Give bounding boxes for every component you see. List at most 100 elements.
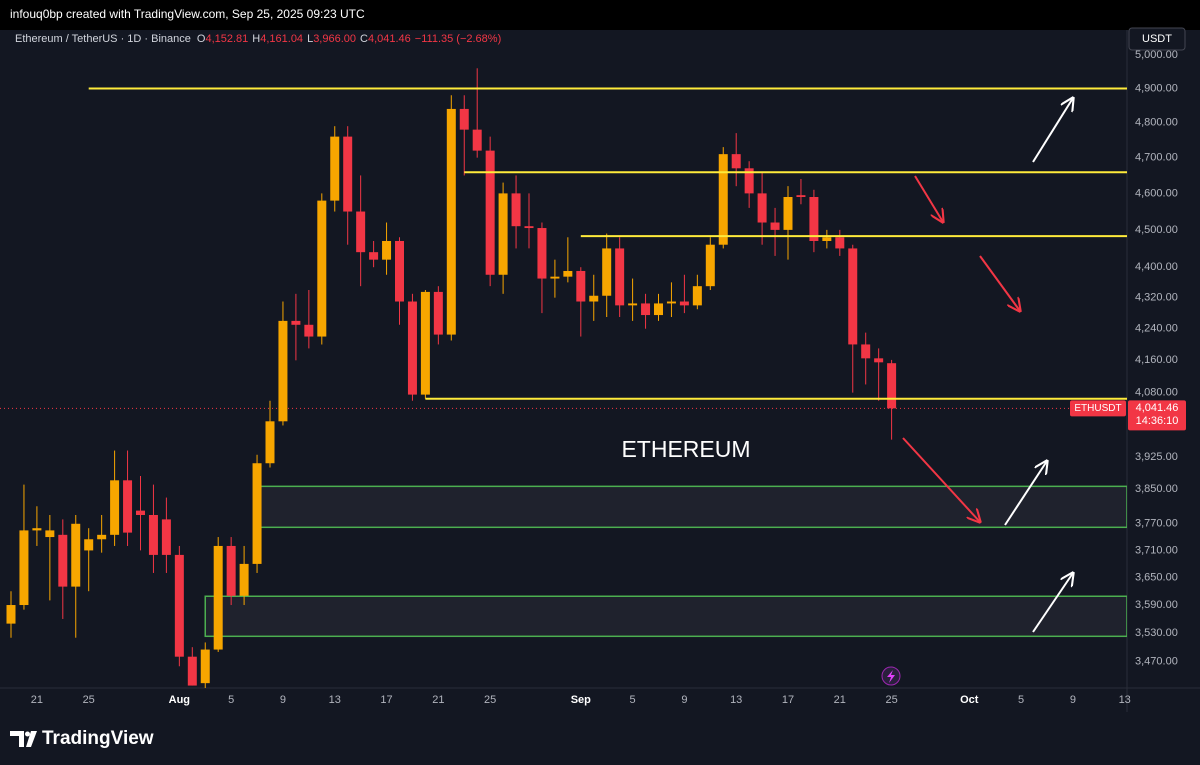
candle-body — [835, 237, 845, 249]
legend-key: L — [307, 33, 313, 45]
y-tick-label: 4,700.00 — [1135, 152, 1178, 164]
candle-body — [576, 270, 586, 302]
candle-body — [200, 649, 210, 684]
candle-body — [330, 136, 340, 201]
arrow — [1004, 461, 1047, 526]
candle-body — [97, 534, 107, 540]
y-tick-label: 4,600.00 — [1135, 187, 1178, 199]
arrow — [1032, 573, 1073, 633]
legend-key: O — [197, 33, 206, 45]
candle-body — [45, 530, 55, 538]
x-tick-label: 5 — [630, 694, 636, 706]
candle-body — [239, 563, 249, 596]
arrow — [914, 175, 943, 222]
x-tick-label: Oct — [960, 694, 979, 706]
candle-body — [628, 303, 638, 306]
y-tick-label: 4,240.00 — [1135, 323, 1178, 335]
x-tick-label: 21 — [834, 694, 846, 706]
candle-body — [19, 530, 29, 606]
logo: TradingView — [10, 728, 154, 749]
currency-button[interactable] — [1128, 27, 1186, 51]
candle-body — [666, 301, 676, 304]
y-tick-label: 3,470.00 — [1135, 655, 1178, 667]
candle-body — [213, 545, 223, 650]
candle-body — [278, 320, 288, 422]
candle-body — [524, 226, 534, 229]
candle-body — [563, 270, 573, 277]
x-tick-label: 17 — [380, 694, 392, 706]
y-tick-label: 4,080.00 — [1135, 386, 1178, 398]
candle-body — [369, 252, 379, 260]
y-tick-label: 4,800.00 — [1135, 117, 1178, 129]
candle-body — [356, 211, 366, 253]
x-tick-label: Sep — [571, 694, 591, 706]
y-tick-label: 4,320.00 — [1135, 292, 1178, 304]
x-tick-label: 9 — [1070, 694, 1076, 706]
x-tick-label: 5 — [228, 694, 234, 706]
price-tag-bg — [1128, 400, 1186, 431]
candle-body — [809, 196, 819, 241]
candle-body — [343, 136, 353, 212]
arrow — [1032, 98, 1073, 163]
x-tick-label: 13 — [329, 694, 341, 706]
arrows — [902, 98, 1073, 633]
x-tick-label: 5 — [1018, 694, 1024, 706]
symbol-legend: Ethereum / TetherUS · 1D · Binance O 4,15… — [15, 33, 501, 45]
y-tick-label: 4,500.00 — [1135, 224, 1178, 236]
candle-body — [123, 480, 133, 533]
candle-body — [252, 463, 262, 564]
candle-body — [796, 195, 806, 197]
legend-key: C — [360, 33, 368, 45]
price-tag-value: 4,041.46 — [1136, 402, 1179, 414]
y-tick-label: 3,650.00 — [1135, 571, 1178, 583]
candle-body — [783, 196, 793, 230]
candle-body — [511, 193, 521, 227]
currency: USDT — [1142, 33, 1172, 45]
annotation: ETHEREUM — [621, 436, 750, 462]
candle-body — [136, 510, 145, 515]
candle-body — [174, 554, 184, 657]
candle-body — [757, 193, 767, 223]
candle-body — [71, 523, 81, 587]
price-tag-name-bg — [1070, 400, 1126, 417]
candle-body — [459, 108, 469, 130]
candle-body — [382, 240, 392, 260]
candle-body — [433, 291, 443, 335]
candle-body — [32, 528, 42, 531]
candle-body — [446, 108, 456, 335]
candle-body — [679, 301, 689, 306]
candle-body — [537, 228, 547, 279]
x-tick-label: 17 — [782, 694, 794, 706]
y-tick-label: 4,900.00 — [1135, 82, 1178, 94]
symbol-title: Ethereum / TetherUS · 1D · Binance — [15, 33, 191, 45]
candle-body — [161, 519, 171, 555]
x-tick-label: 21 — [31, 694, 43, 706]
y-tick-label: 3,590.00 — [1135, 599, 1178, 611]
legend-value: 3,966.00 — [313, 33, 356, 45]
legend-change: −111.35 (−2.68%) — [415, 33, 501, 45]
zone — [204, 595, 1127, 638]
zone — [256, 485, 1127, 529]
credit: infouq0bp created with TradingView.com, … — [10, 7, 365, 21]
candle-body — [317, 200, 327, 337]
candle-body — [874, 358, 884, 363]
candle-body — [291, 320, 301, 325]
x-tick-label: 25 — [885, 694, 897, 706]
y-tick-label: 5,000.00 — [1135, 49, 1178, 61]
y-tick-label: 4,160.00 — [1135, 354, 1178, 366]
candle-body — [407, 301, 417, 395]
y-tick-label: 3,850.00 — [1135, 483, 1178, 495]
candle-body — [861, 344, 871, 359]
candle-body — [550, 276, 560, 279]
legend-key: H — [252, 33, 260, 45]
candle-body — [498, 193, 508, 275]
candle-body — [770, 222, 780, 230]
candle-body — [420, 291, 430, 395]
logo-dot — [25, 731, 30, 737]
price-tag-name: ETHUSDT — [1074, 403, 1121, 414]
y-tick-label: 4,400.00 — [1135, 261, 1178, 273]
candle-body — [692, 286, 702, 306]
candle-body — [148, 514, 158, 555]
candle-body — [110, 480, 120, 535]
